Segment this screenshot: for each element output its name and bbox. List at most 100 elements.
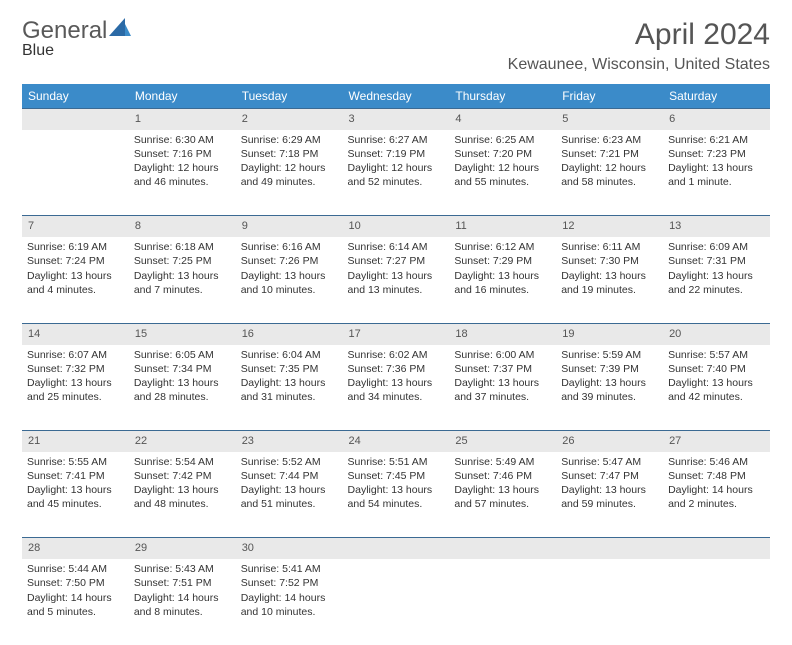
day-number-cell: 9 bbox=[236, 216, 343, 237]
weekday-header: Saturday bbox=[663, 84, 770, 109]
brand-word-1: General bbox=[22, 19, 107, 43]
sunrise-text: Sunrise: 5:41 AM bbox=[241, 562, 338, 576]
daylight-text: Daylight: 13 hours and 45 minutes. bbox=[27, 483, 124, 511]
weekday-header: Thursday bbox=[449, 84, 556, 109]
day-number-cell: 28 bbox=[22, 538, 129, 559]
daylight-text: Daylight: 13 hours and 59 minutes. bbox=[561, 483, 658, 511]
title-block: April 2024 Kewaunee, Wisconsin, United S… bbox=[508, 18, 770, 74]
day-number-cell: 12 bbox=[556, 216, 663, 237]
daylight-text: Daylight: 13 hours and 54 minutes. bbox=[348, 483, 445, 511]
sunset-text: Sunset: 7:46 PM bbox=[454, 469, 551, 483]
daylight-text: Daylight: 13 hours and 57 minutes. bbox=[454, 483, 551, 511]
day-data-cell: Sunrise: 6:25 AMSunset: 7:20 PMDaylight:… bbox=[449, 130, 556, 216]
day-data-cell: Sunrise: 6:12 AMSunset: 7:29 PMDaylight:… bbox=[449, 237, 556, 323]
weekday-header: Sunday bbox=[22, 84, 129, 109]
day-data-cell: Sunrise: 6:16 AMSunset: 7:26 PMDaylight:… bbox=[236, 237, 343, 323]
day-number-row: 21222324252627 bbox=[22, 431, 770, 452]
day-number-cell: 1 bbox=[129, 109, 236, 130]
page-title: April 2024 bbox=[508, 18, 770, 52]
day-number-row: 282930 bbox=[22, 538, 770, 559]
calendar-table: SundayMondayTuesdayWednesdayThursdayFrid… bbox=[22, 84, 770, 645]
daylight-text: Daylight: 13 hours and 19 minutes. bbox=[561, 269, 658, 297]
sunrise-text: Sunrise: 6:23 AM bbox=[561, 133, 658, 147]
day-number-row: 14151617181920 bbox=[22, 323, 770, 344]
sunset-text: Sunset: 7:36 PM bbox=[348, 362, 445, 376]
sunset-text: Sunset: 7:16 PM bbox=[134, 147, 231, 161]
day-number-cell: 30 bbox=[236, 538, 343, 559]
day-data-cell: Sunrise: 5:59 AMSunset: 7:39 PMDaylight:… bbox=[556, 345, 663, 431]
sail-icon bbox=[109, 18, 131, 43]
day-data-cell: Sunrise: 6:30 AMSunset: 7:16 PMDaylight:… bbox=[129, 130, 236, 216]
day-data-cell: Sunrise: 6:11 AMSunset: 7:30 PMDaylight:… bbox=[556, 237, 663, 323]
sunset-text: Sunset: 7:40 PM bbox=[668, 362, 765, 376]
day-data-cell: Sunrise: 5:49 AMSunset: 7:46 PMDaylight:… bbox=[449, 452, 556, 538]
day-number-cell: 24 bbox=[343, 431, 450, 452]
sunset-text: Sunset: 7:48 PM bbox=[668, 469, 765, 483]
sunset-text: Sunset: 7:52 PM bbox=[241, 576, 338, 590]
weekday-header: Wednesday bbox=[343, 84, 450, 109]
day-number-cell: 19 bbox=[556, 323, 663, 344]
day-data-cell: Sunrise: 6:00 AMSunset: 7:37 PMDaylight:… bbox=[449, 345, 556, 431]
sunrise-text: Sunrise: 6:11 AM bbox=[561, 240, 658, 254]
location-label: Kewaunee, Wisconsin, United States bbox=[508, 56, 770, 74]
weekday-header: Tuesday bbox=[236, 84, 343, 109]
sunset-text: Sunset: 7:31 PM bbox=[668, 254, 765, 268]
day-data-cell: Sunrise: 6:04 AMSunset: 7:35 PMDaylight:… bbox=[236, 345, 343, 431]
sunrise-text: Sunrise: 5:47 AM bbox=[561, 455, 658, 469]
day-data-cell: Sunrise: 6:27 AMSunset: 7:19 PMDaylight:… bbox=[343, 130, 450, 216]
daylight-text: Daylight: 13 hours and 39 minutes. bbox=[561, 376, 658, 404]
daylight-text: Daylight: 14 hours and 5 minutes. bbox=[27, 591, 124, 619]
day-data-cell: Sunrise: 5:54 AMSunset: 7:42 PMDaylight:… bbox=[129, 452, 236, 538]
day-data-cell: Sunrise: 6:23 AMSunset: 7:21 PMDaylight:… bbox=[556, 130, 663, 216]
sunrise-text: Sunrise: 5:59 AM bbox=[561, 348, 658, 362]
sunrise-text: Sunrise: 5:46 AM bbox=[668, 455, 765, 469]
sunrise-text: Sunrise: 5:52 AM bbox=[241, 455, 338, 469]
day-data-cell: Sunrise: 5:44 AMSunset: 7:50 PMDaylight:… bbox=[22, 559, 129, 645]
day-data-cell bbox=[449, 559, 556, 645]
day-number-cell: 3 bbox=[343, 109, 450, 130]
day-data-cell: Sunrise: 6:19 AMSunset: 7:24 PMDaylight:… bbox=[22, 237, 129, 323]
daylight-text: Daylight: 13 hours and 1 minute. bbox=[668, 161, 765, 189]
day-data-cell: Sunrise: 5:41 AMSunset: 7:52 PMDaylight:… bbox=[236, 559, 343, 645]
day-number-row: 78910111213 bbox=[22, 216, 770, 237]
day-number-cell: 17 bbox=[343, 323, 450, 344]
daylight-text: Daylight: 12 hours and 52 minutes. bbox=[348, 161, 445, 189]
sunset-text: Sunset: 7:44 PM bbox=[241, 469, 338, 483]
sunset-text: Sunset: 7:27 PM bbox=[348, 254, 445, 268]
day-data-cell: Sunrise: 6:02 AMSunset: 7:36 PMDaylight:… bbox=[343, 345, 450, 431]
daylight-text: Daylight: 14 hours and 8 minutes. bbox=[134, 591, 231, 619]
day-data-cell bbox=[22, 130, 129, 216]
daylight-text: Daylight: 14 hours and 2 minutes. bbox=[668, 483, 765, 511]
day-number-cell: 2 bbox=[236, 109, 343, 130]
day-number-cell: 8 bbox=[129, 216, 236, 237]
day-number-cell bbox=[22, 109, 129, 130]
day-number-cell: 4 bbox=[449, 109, 556, 130]
sunset-text: Sunset: 7:24 PM bbox=[27, 254, 124, 268]
daylight-text: Daylight: 13 hours and 37 minutes. bbox=[454, 376, 551, 404]
daylight-text: Daylight: 13 hours and 28 minutes. bbox=[134, 376, 231, 404]
daylight-text: Daylight: 13 hours and 7 minutes. bbox=[134, 269, 231, 297]
day-number-cell bbox=[343, 538, 450, 559]
sunset-text: Sunset: 7:30 PM bbox=[561, 254, 658, 268]
day-number-cell: 16 bbox=[236, 323, 343, 344]
day-number-cell bbox=[449, 538, 556, 559]
day-data-cell: Sunrise: 5:57 AMSunset: 7:40 PMDaylight:… bbox=[663, 345, 770, 431]
day-number-cell: 25 bbox=[449, 431, 556, 452]
day-data-cell: Sunrise: 5:51 AMSunset: 7:45 PMDaylight:… bbox=[343, 452, 450, 538]
day-number-cell: 6 bbox=[663, 109, 770, 130]
day-number-cell: 5 bbox=[556, 109, 663, 130]
sunset-text: Sunset: 7:32 PM bbox=[27, 362, 124, 376]
sunrise-text: Sunrise: 6:12 AM bbox=[454, 240, 551, 254]
sunrise-text: Sunrise: 6:27 AM bbox=[348, 133, 445, 147]
daylight-text: Daylight: 13 hours and 31 minutes. bbox=[241, 376, 338, 404]
day-number-row: 123456 bbox=[22, 109, 770, 130]
sunset-text: Sunset: 7:23 PM bbox=[668, 147, 765, 161]
sunrise-text: Sunrise: 6:02 AM bbox=[348, 348, 445, 362]
day-number-cell: 13 bbox=[663, 216, 770, 237]
sunrise-text: Sunrise: 5:54 AM bbox=[134, 455, 231, 469]
day-data-row: Sunrise: 5:55 AMSunset: 7:41 PMDaylight:… bbox=[22, 452, 770, 538]
daylight-text: Daylight: 12 hours and 58 minutes. bbox=[561, 161, 658, 189]
day-data-cell bbox=[343, 559, 450, 645]
header: General Blue April 2024 Kewaunee, Wiscon… bbox=[22, 18, 770, 74]
day-data-cell: Sunrise: 6:29 AMSunset: 7:18 PMDaylight:… bbox=[236, 130, 343, 216]
